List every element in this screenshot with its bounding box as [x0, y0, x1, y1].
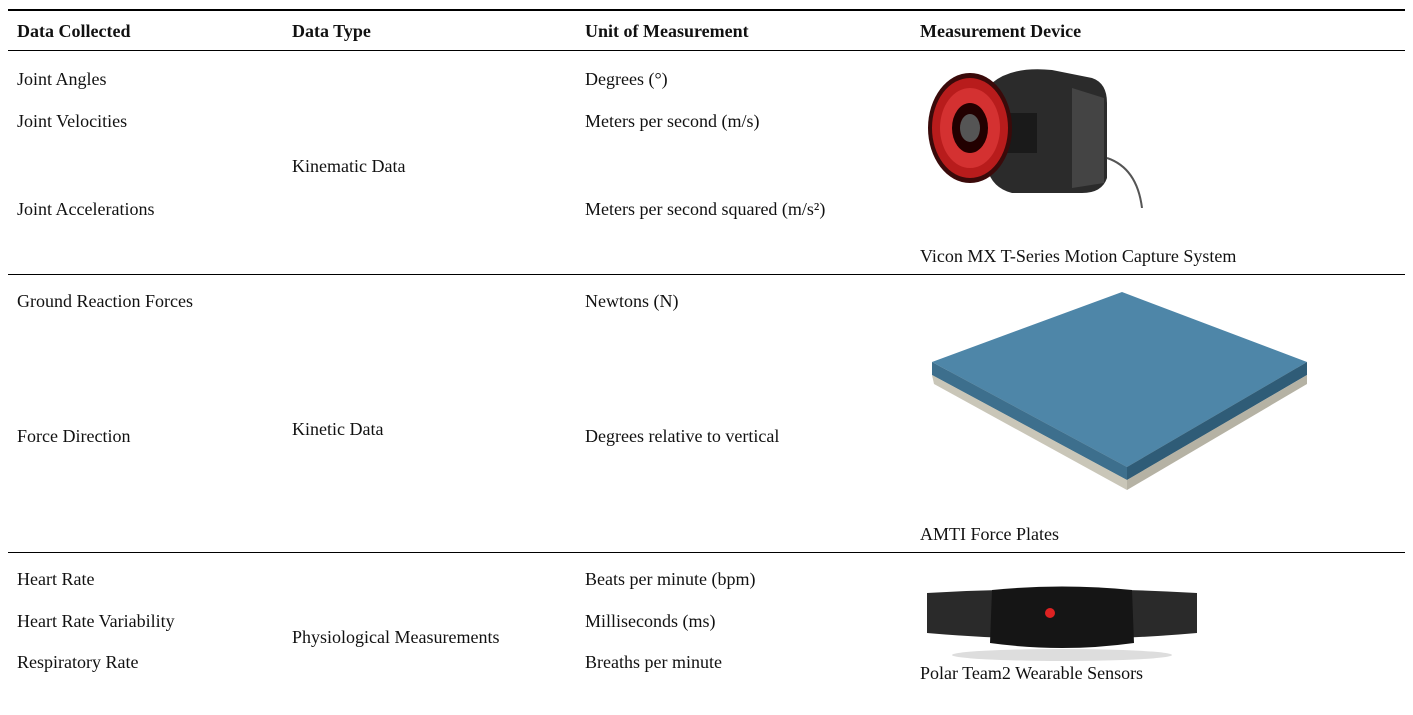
data-collected: Heart Rate	[17, 569, 95, 589]
data-type: Kinetic Data	[292, 419, 384, 439]
device: Vicon MX T-Series Motion Capture System	[920, 246, 1237, 266]
unit: Breaths per minute	[585, 652, 722, 672]
top-rule	[8, 9, 1405, 11]
header-rule	[8, 50, 1405, 51]
unit: Degrees (°)	[585, 69, 668, 89]
unit: Newtons (N)	[585, 291, 679, 311]
camera-image	[928, 69, 1143, 208]
unit: Meters per second squared (m/s²)	[585, 199, 826, 219]
unit: Milliseconds (ms)	[585, 611, 716, 631]
unit: Beats per minute (bpm)	[585, 569, 756, 589]
data-collected: Force Direction	[17, 426, 131, 446]
data-type: Kinematic Data	[292, 156, 406, 176]
header: Measurement Device	[920, 21, 1082, 41]
group-rule	[8, 552, 1405, 553]
header: Data Type	[292, 21, 371, 41]
device: AMTI Force Plates	[920, 524, 1059, 544]
data-collected: Joint Velocities	[17, 111, 128, 131]
data-collected: Joint Accelerations	[17, 199, 155, 219]
data-type: Physiological Measurements	[292, 627, 500, 647]
unit: Degrees relative to vertical	[585, 426, 780, 446]
data-collected: Joint Angles	[17, 69, 107, 89]
data-collected: Respiratory Rate	[17, 652, 139, 672]
header: Data Collected	[17, 21, 131, 41]
unit: Meters per second (m/s)	[585, 111, 760, 131]
device: Polar Team2 Wearable Sensors	[920, 663, 1144, 683]
group-rule	[8, 274, 1405, 275]
data-collected: Heart Rate Variability	[17, 611, 175, 631]
data-collected: Ground Reaction Forces	[17, 291, 193, 311]
force-plate-image	[932, 292, 1307, 490]
header: Unit of Measurement	[585, 21, 749, 41]
strap-image	[927, 586, 1197, 661]
